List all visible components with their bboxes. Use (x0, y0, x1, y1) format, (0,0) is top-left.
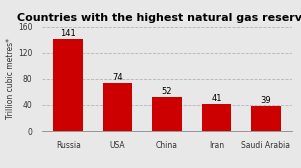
Text: 39: 39 (260, 96, 271, 105)
Bar (152, 97, 182, 131)
Bar (103, 83, 132, 131)
Y-axis label: Trillion cubic metres*: Trillion cubic metres* (6, 38, 15, 119)
Text: 74: 74 (112, 73, 123, 82)
Text: 41: 41 (211, 94, 222, 103)
Bar (251, 106, 281, 131)
Title: Countries with the highest natural gas reserves: Countries with the highest natural gas r… (17, 13, 301, 23)
Bar (202, 104, 231, 131)
Bar (54, 39, 83, 131)
Text: 141: 141 (61, 29, 76, 38)
Text: 52: 52 (162, 87, 172, 96)
